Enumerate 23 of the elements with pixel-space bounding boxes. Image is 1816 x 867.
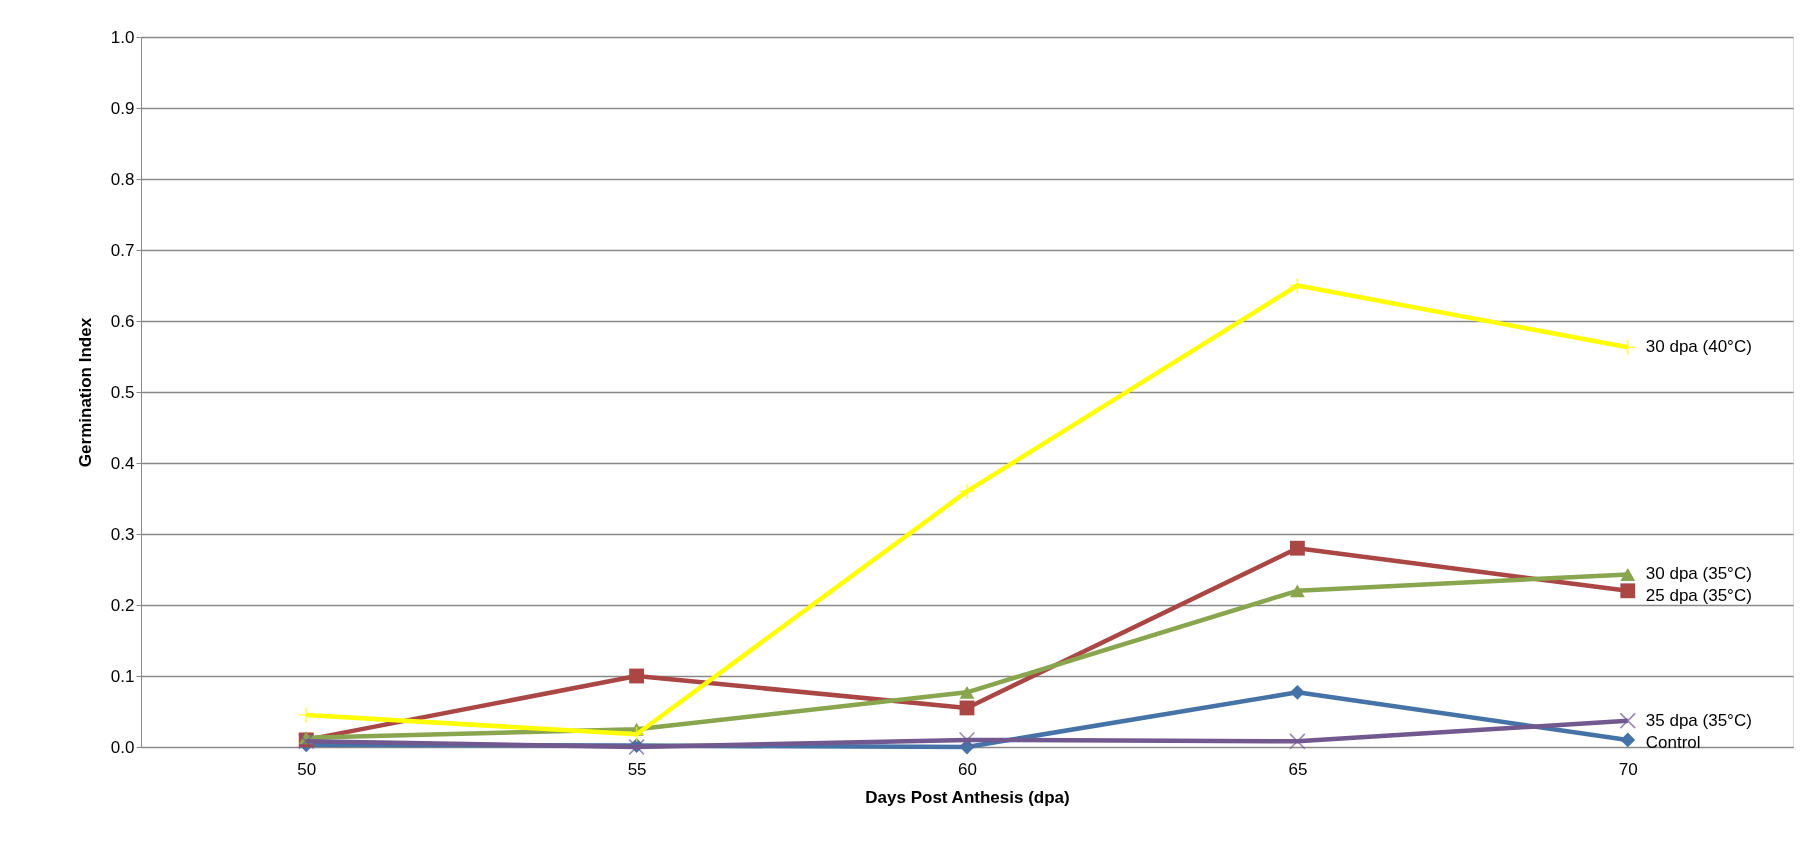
series-label: Control: [1645, 732, 1701, 752]
x-tick-label: 50: [297, 759, 317, 779]
y-tick-label: 0.5: [110, 382, 135, 402]
series-label: 30 dpa (35°C): [1645, 564, 1752, 584]
y-tick-label: 0.0: [110, 737, 135, 757]
x-axis-title: Days Post Anthesis (dpa): [865, 787, 1070, 807]
y-tick-label: 0.6: [110, 311, 135, 331]
y-tick-label: 0.2: [110, 595, 135, 615]
x-tick-label: 60: [958, 759, 977, 779]
y-tick-label: 0.4: [110, 453, 135, 473]
y-tick-label: 0.9: [110, 98, 135, 118]
series-label: 35 dpa (35°C): [1645, 710, 1752, 730]
series-label: 30 dpa (40°C): [1645, 337, 1752, 357]
y-tick-label: 1.0: [110, 27, 135, 47]
x-tick-label: 55: [627, 759, 647, 779]
y-tick-label: 0.1: [110, 666, 135, 686]
series-label: 25 dpa (35°C): [1645, 586, 1752, 606]
y-tick-label: 0.3: [110, 524, 135, 544]
x-tick-label: 65: [1288, 759, 1308, 779]
y-tick-label: 0.8: [110, 169, 135, 189]
x-tick-label: 70: [1618, 759, 1638, 779]
y-axis-title: Germination Index: [75, 317, 95, 468]
y-tick-label: 0.7: [110, 240, 135, 260]
